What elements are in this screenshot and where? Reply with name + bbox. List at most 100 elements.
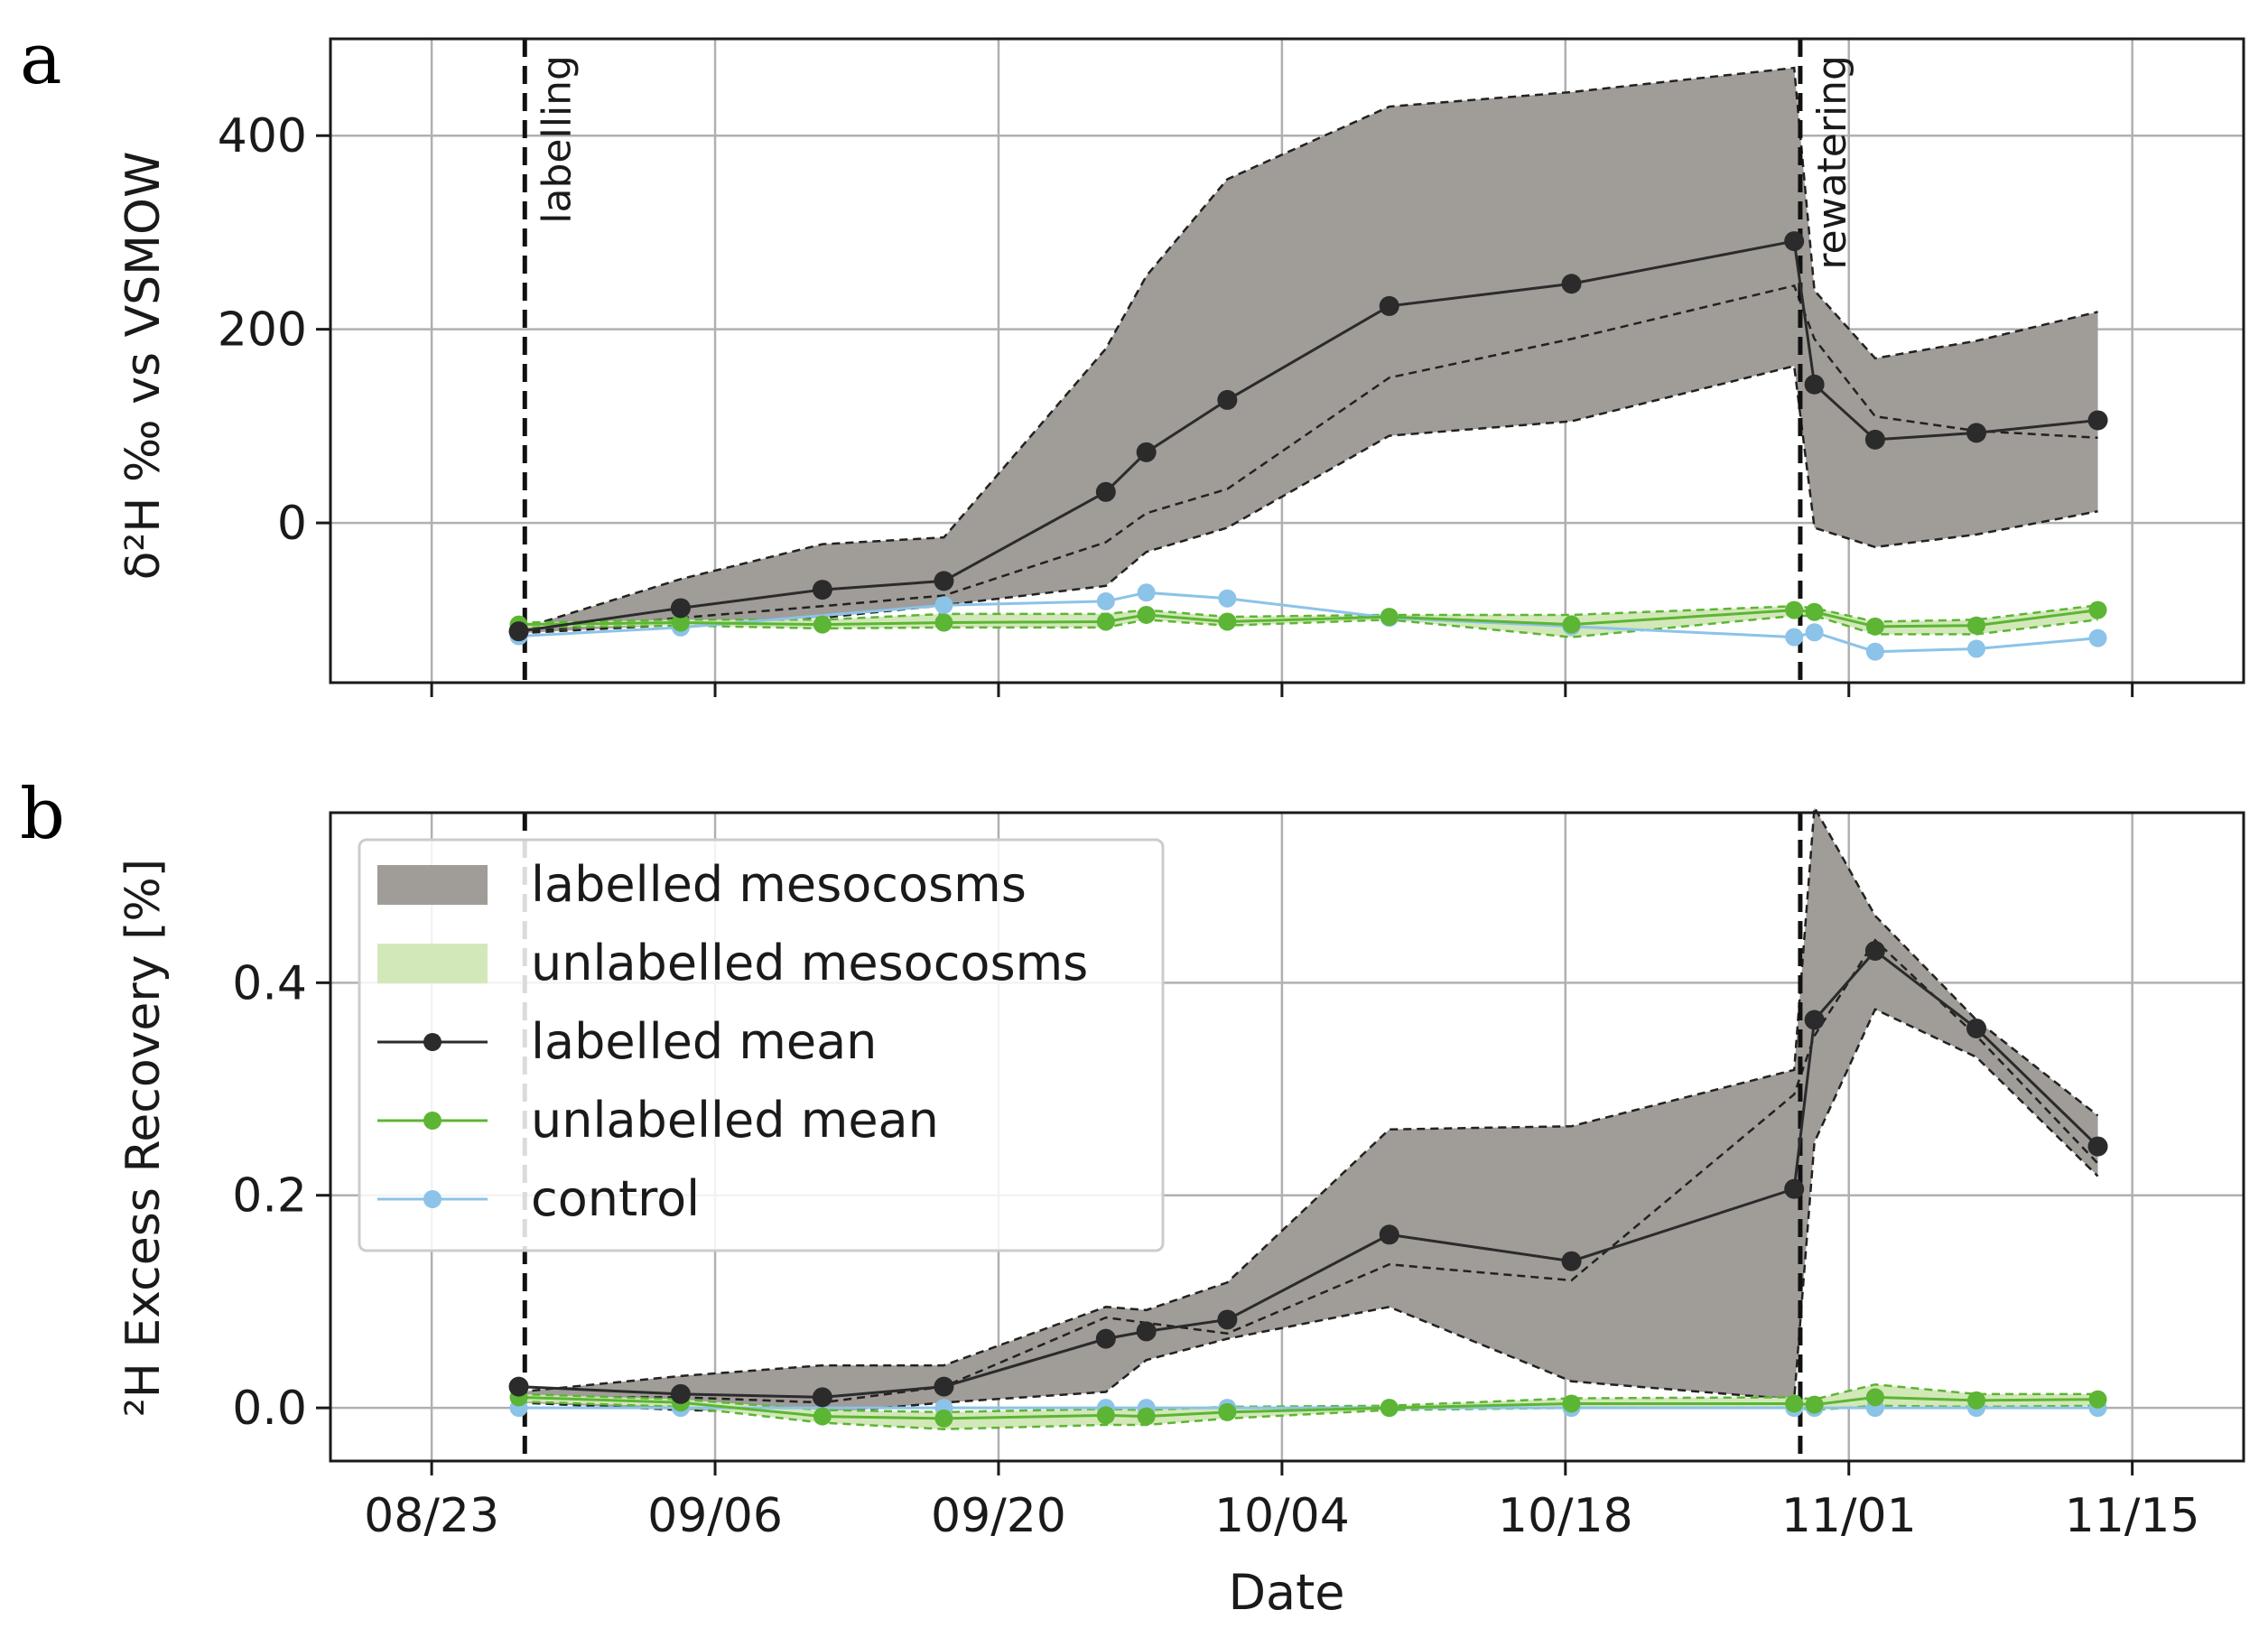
labelled-mesocosm-line bbox=[518, 938, 2099, 1404]
labelled-band bbox=[518, 807, 2098, 1414]
unlabelled-mean-point bbox=[1562, 615, 1581, 634]
control-point bbox=[2088, 628, 2107, 647]
panel-a-grid bbox=[330, 39, 2244, 683]
unlabelled-band-edge bbox=[518, 614, 2098, 638]
panel-b-y-tick-label: 0.0 bbox=[232, 1382, 307, 1436]
unlabelled-mean-point bbox=[2088, 1390, 2107, 1409]
x-tick-label: 10/04 bbox=[1214, 1489, 1350, 1543]
legend-label: labelled mean bbox=[531, 1013, 877, 1070]
control-point bbox=[1967, 639, 1986, 658]
event-label-rewatering: rewatering bbox=[1809, 55, 1855, 270]
unlabelled-mean-point bbox=[1096, 1406, 1115, 1425]
labelled-band-edge bbox=[518, 803, 2099, 1393]
unlabelled-mean-point bbox=[1218, 612, 1237, 631]
x-axis-label: Date bbox=[1228, 1564, 1344, 1621]
labelled-mean-point bbox=[508, 621, 529, 642]
panel-a-y-tick-label: 200 bbox=[218, 303, 307, 358]
unlabelled-mean-point bbox=[1218, 1402, 1237, 1421]
panel-b-lines bbox=[508, 941, 2108, 1428]
unlabelled-mean-point bbox=[813, 1407, 832, 1426]
labelled-mean-point bbox=[1136, 442, 1157, 462]
x-tick-label: 08/23 bbox=[364, 1489, 499, 1543]
panel-b-x-ticks: 08/23 09/06 09/20 10/04 10/18 11/01 11/15 bbox=[364, 1461, 2200, 1543]
unlabelled-mean-point bbox=[1805, 602, 1824, 621]
labelled-mean-point bbox=[1784, 1178, 1805, 1199]
labelled-mean-point bbox=[670, 1383, 691, 1404]
legend-swatch bbox=[377, 944, 488, 983]
unlabelled-mean-point bbox=[934, 1409, 953, 1428]
unlabelled-mean-point bbox=[813, 615, 832, 634]
unlabelled-mean-point bbox=[1785, 600, 1804, 619]
panel-b-frame bbox=[329, 811, 2245, 1463]
panel-b-y-ticks: 0.0 0.2 0.4 bbox=[232, 956, 330, 1436]
x-tick-label: 11/01 bbox=[1781, 1489, 1917, 1543]
unlabelled-mean-point bbox=[934, 613, 953, 632]
event-label-labelling: labelling bbox=[534, 55, 580, 224]
panel-a-events: labelling rewatering bbox=[522, 39, 1855, 683]
legend-label: control bbox=[531, 1170, 700, 1227]
unlabelled-band-edge bbox=[518, 1382, 2098, 1414]
legend-box bbox=[358, 838, 1165, 1252]
labelled-mean-point bbox=[1864, 941, 1885, 962]
unlabelled-mean-point bbox=[1967, 1391, 1986, 1410]
panel-b: 0.0 0.2 0.4 08/23 09/06 09/20 10/04 10/18 11/01… bbox=[116, 803, 2245, 1543]
panel-a-y-tick-label: 400 bbox=[218, 109, 307, 163]
unlabelled-mean-point bbox=[1562, 1394, 1581, 1413]
panel-b-y-axis-label: ²H Excess Recovery [%] bbox=[116, 859, 171, 1417]
x-tick-label: 11/15 bbox=[2065, 1489, 2200, 1543]
x-tick-label: 09/06 bbox=[647, 1489, 783, 1543]
legend-swatch bbox=[377, 865, 488, 905]
control-point bbox=[934, 596, 953, 615]
labelled-mean-point bbox=[812, 580, 832, 600]
labelled-mean-point bbox=[1966, 423, 1987, 443]
unlabelled-mean-point bbox=[1785, 1394, 1804, 1413]
labelled-band-edge bbox=[518, 1008, 2099, 1415]
panel-b-letter: b bbox=[20, 774, 65, 855]
labelled-mean-point bbox=[1804, 374, 1825, 395]
labelled-mean-point bbox=[2087, 410, 2108, 431]
labelled-mean-line bbox=[518, 948, 2099, 1399]
panel-a-letter: a bbox=[20, 19, 62, 100]
panel-a-bands bbox=[518, 66, 2098, 638]
panel-a-y-axis-label: δ²H ‰ vs VSMOW bbox=[116, 152, 171, 581]
unlabelled-mean-point bbox=[1865, 1388, 1884, 1407]
labelled-mean-point bbox=[1561, 274, 1582, 294]
labelled-mean-point bbox=[1966, 1018, 1987, 1038]
legend-label: unlabelled mean bbox=[531, 1092, 939, 1149]
labelled-mean-line bbox=[518, 239, 2098, 633]
unlabelled-mean-point bbox=[671, 613, 690, 632]
labelled-mean-point bbox=[934, 571, 954, 591]
panel-b-y-tick-label: 0.4 bbox=[232, 956, 307, 1010]
unlabelled-mean-point bbox=[1865, 617, 1884, 636]
labelled-mean-point bbox=[812, 1387, 832, 1408]
unlabelled-band bbox=[518, 605, 2098, 638]
legend: labelled mesocosms unlabelled mesocosms la… bbox=[358, 838, 1165, 1252]
unlabelled-mean-point bbox=[1805, 1395, 1824, 1414]
panel-a-y-ticks: 0 200 400 bbox=[218, 109, 330, 551]
labelled-mean-point bbox=[1136, 1321, 1157, 1342]
control-point bbox=[1096, 591, 1115, 610]
panel-a-x-ticks bbox=[430, 683, 2134, 697]
control-point bbox=[1218, 589, 1237, 608]
labelled-mean-point bbox=[2087, 1136, 2108, 1157]
control-point bbox=[1865, 642, 1884, 661]
labelled-mean-point bbox=[1217, 1309, 1238, 1330]
panel-a-y-tick-label: 0 bbox=[277, 497, 307, 551]
unlabelled-mean-point bbox=[1137, 605, 1156, 624]
panel-a: labelling rewatering 0 200 400 δ²H ‰ vs VSM… bbox=[116, 37, 2245, 697]
panel-a-frame bbox=[329, 37, 2245, 684]
labelled-mean-point bbox=[1561, 1251, 1582, 1271]
legend-swatch-marker bbox=[423, 1190, 442, 1208]
labelled-mesocosm-line bbox=[518, 284, 2098, 634]
labelled-mean-point bbox=[1217, 389, 1238, 410]
labelled-mean-point bbox=[1804, 1010, 1825, 1030]
labelled-mean-point bbox=[1379, 295, 1399, 316]
x-tick-label: 10/18 bbox=[1498, 1489, 1633, 1543]
labelled-band-edge bbox=[518, 364, 2098, 635]
labelled-mean-point bbox=[1095, 1328, 1116, 1349]
legend-label: unlabelled mesocosms bbox=[531, 935, 1088, 991]
control-point bbox=[1137, 583, 1156, 602]
labelled-band-edge bbox=[518, 66, 2098, 631]
labelled-band bbox=[518, 68, 2098, 634]
